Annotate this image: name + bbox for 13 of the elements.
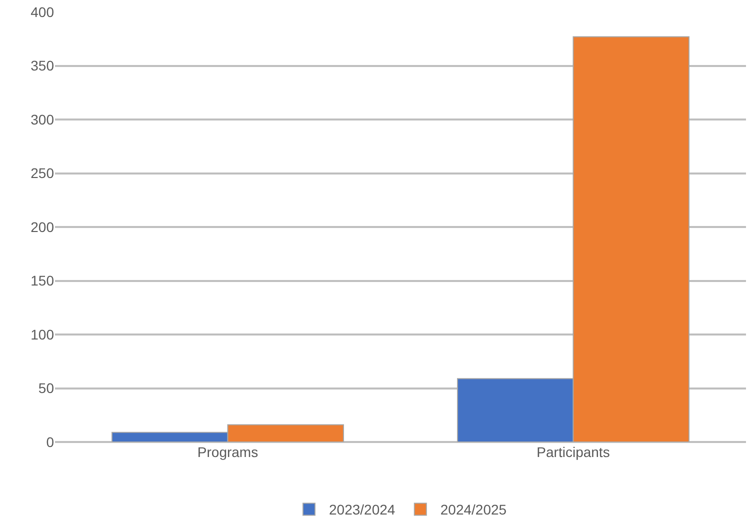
y-tick-label: 50 [38, 380, 54, 396]
y-tick-label: 300 [30, 111, 54, 128]
legend-label: 2024/2025 [440, 502, 507, 518]
x-tick-label: Participants [536, 444, 610, 460]
y-tick-label: 250 [30, 165, 54, 182]
y-tick-label: 100 [30, 326, 54, 342]
y-tick-label: 400 [30, 4, 54, 20]
y-tick-label: 350 [30, 58, 54, 74]
y-tick-label: 200 [30, 218, 54, 235]
y-tick-label: 150 [30, 272, 54, 289]
legend-label: 2023/2024 [329, 502, 396, 518]
x-tick-label: Programs [197, 444, 258, 460]
y-tick-label: 0 [46, 434, 54, 450]
